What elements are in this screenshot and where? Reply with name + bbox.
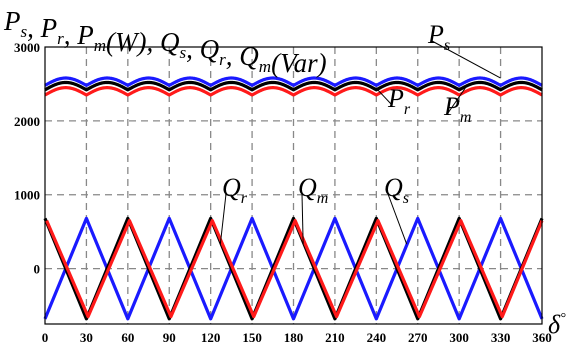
annotation-Q_m: Qm bbox=[298, 173, 328, 207]
grid-lines bbox=[45, 47, 542, 324]
annotation-P_s: Ps bbox=[427, 20, 450, 54]
x-tick-label-0: 0 bbox=[42, 330, 49, 345]
y-tick-label-2000: 2000 bbox=[14, 114, 40, 129]
series-line-Q-r bbox=[45, 218, 544, 319]
annotation-Q_r: Qr bbox=[222, 173, 248, 207]
y-tick-label-1000: 1000 bbox=[14, 188, 40, 203]
annotation-P_r: Pr bbox=[387, 84, 411, 118]
y-tick-label-3000: 3000 bbox=[14, 40, 40, 55]
x-tick-label-330: 330 bbox=[491, 330, 511, 345]
series-line-Q-m bbox=[43, 216, 544, 321]
x-tick-label-30: 30 bbox=[80, 330, 93, 345]
tick-labels: 0 30 60 90 120 150 180 210 240 270 300 330 360 0 1000 2… bbox=[14, 40, 552, 345]
series-line-P-m bbox=[44, 80, 543, 92]
y-tick-label-0: 0 bbox=[34, 262, 41, 277]
series-line-P-s bbox=[44, 76, 543, 88]
x-tick-label-270: 270 bbox=[408, 330, 428, 345]
x-tick-label-300: 300 bbox=[449, 330, 469, 345]
leader-line-P_s bbox=[431, 40, 501, 79]
leader-line-Q_r bbox=[219, 193, 227, 245]
series-lines bbox=[43, 76, 544, 321]
leader-line-Q_m bbox=[301, 193, 304, 245]
annotation-Q_s: Qs bbox=[384, 173, 409, 207]
leader-line-P_m bbox=[447, 86, 467, 114]
x-tick-label-60: 60 bbox=[121, 330, 134, 345]
x-tick-label-120: 120 bbox=[201, 330, 221, 345]
leader-line-P_r bbox=[377, 89, 393, 106]
chart-title: Ps, Pr, Pm(W), Qs, Qr, Qm(Var) bbox=[3, 6, 327, 78]
series-line-Q-s bbox=[43, 216, 544, 321]
annotations: Ps Pr Pm Qr Qm Qs bbox=[219, 20, 501, 245]
x-tick-label-210: 210 bbox=[325, 330, 345, 345]
leader-line-Q_s bbox=[387, 193, 408, 245]
x-tick-label-360: 360 bbox=[532, 330, 552, 345]
series-line-P-r bbox=[44, 86, 543, 97]
annotation-P_m: Pm bbox=[443, 92, 471, 126]
x-axis-label: δ° bbox=[548, 310, 566, 339]
x-tick-label-240: 240 bbox=[367, 330, 387, 345]
x-tick-label-90: 90 bbox=[163, 330, 176, 345]
x-tick-label-180: 180 bbox=[284, 330, 304, 345]
plot-frame bbox=[44, 46, 543, 325]
x-tick-label-150: 150 bbox=[242, 330, 262, 345]
